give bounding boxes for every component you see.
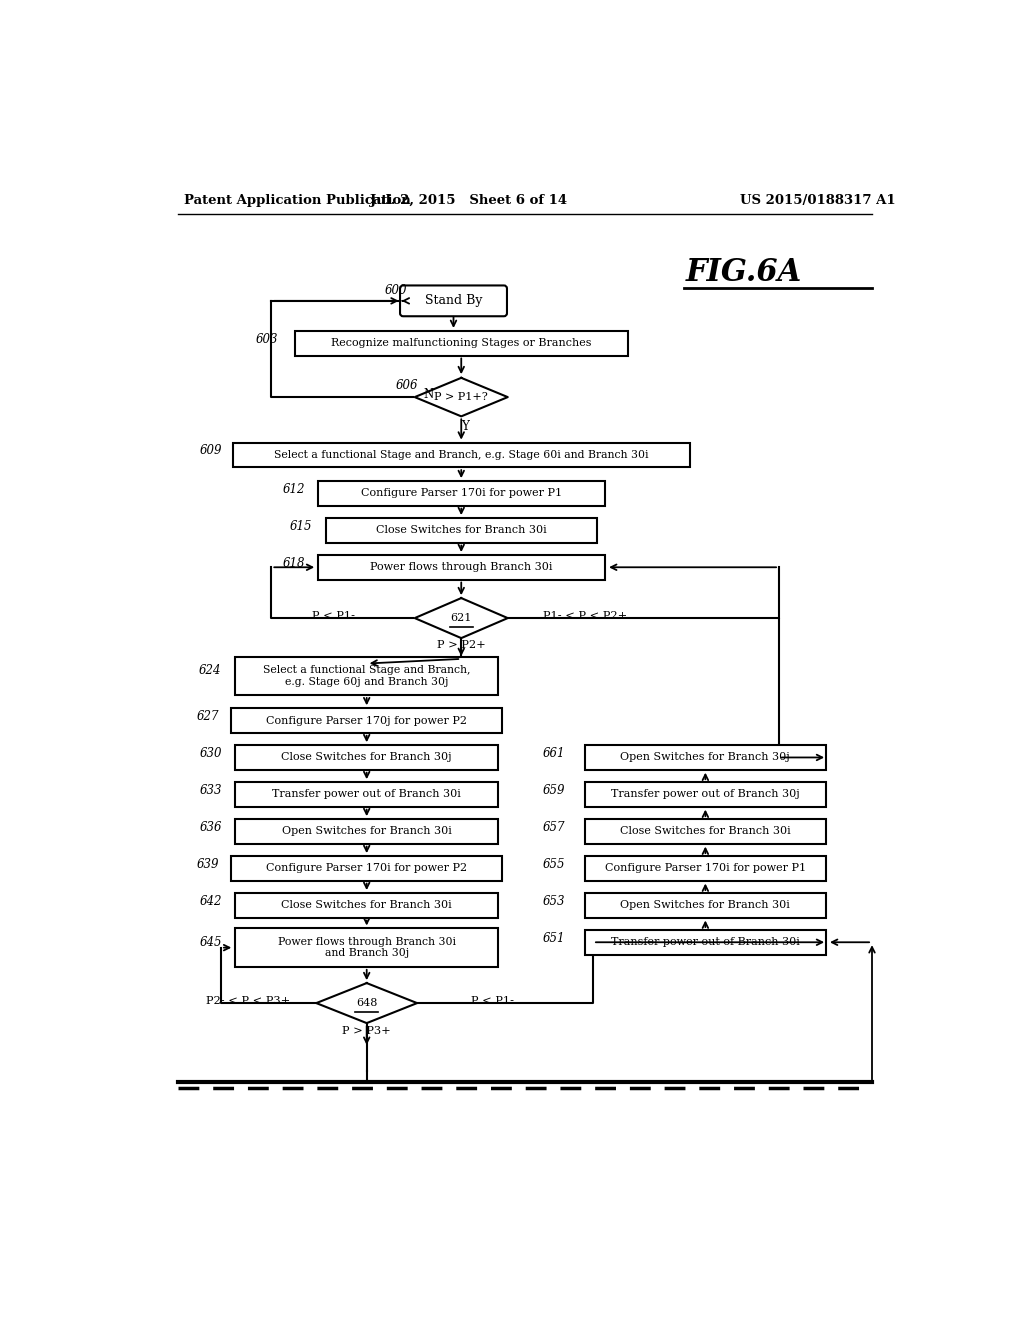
Text: 612: 612 <box>283 483 305 496</box>
Text: 645: 645 <box>200 936 222 949</box>
Text: 636: 636 <box>200 821 222 834</box>
FancyBboxPatch shape <box>400 285 507 317</box>
Text: Select a functional Stage and Branch, e.g. Stage 60i and Branch 30i: Select a functional Stage and Branch, e.… <box>274 450 648 459</box>
Text: 642: 642 <box>200 895 222 908</box>
Text: US 2015/0188317 A1: US 2015/0188317 A1 <box>740 194 896 207</box>
FancyBboxPatch shape <box>317 480 604 506</box>
Text: Recognize malfunctioning Stages or Branches: Recognize malfunctioning Stages or Branc… <box>331 338 592 348</box>
FancyBboxPatch shape <box>317 554 604 579</box>
FancyBboxPatch shape <box>234 892 499 917</box>
Text: Configure Parser 170i for power P2: Configure Parser 170i for power P2 <box>266 863 467 874</box>
Text: P1- < P < P2+: P1- < P < P2+ <box>543 611 628 620</box>
Text: FIG.6A: FIG.6A <box>686 257 802 288</box>
Text: 618: 618 <box>283 557 305 570</box>
Text: Jul. 2, 2015   Sheet 6 of 14: Jul. 2, 2015 Sheet 6 of 14 <box>371 194 567 207</box>
FancyBboxPatch shape <box>231 708 503 733</box>
FancyBboxPatch shape <box>231 855 503 880</box>
Text: N: N <box>424 388 434 401</box>
Text: 655: 655 <box>543 858 565 871</box>
FancyBboxPatch shape <box>586 892 825 917</box>
Text: 621: 621 <box>451 612 472 623</box>
Text: P < P1-: P < P1- <box>471 995 514 1006</box>
Text: P > P3+: P > P3+ <box>342 1026 391 1036</box>
Text: Close Switches for Branch 30i: Close Switches for Branch 30i <box>376 525 547 536</box>
Text: Transfer power out of Branch 30j: Transfer power out of Branch 30j <box>611 789 800 800</box>
Text: Close Switches for Branch 30i: Close Switches for Branch 30i <box>282 900 452 911</box>
Text: 651: 651 <box>543 932 565 945</box>
Polygon shape <box>415 598 508 638</box>
Text: Power flows through Branch 30i: Power flows through Branch 30i <box>370 562 553 573</box>
FancyBboxPatch shape <box>234 656 499 696</box>
FancyBboxPatch shape <box>234 928 499 966</box>
Text: Open Switches for Branch 30i: Open Switches for Branch 30i <box>621 900 791 911</box>
FancyBboxPatch shape <box>232 442 690 467</box>
FancyBboxPatch shape <box>586 929 825 954</box>
FancyBboxPatch shape <box>586 744 825 770</box>
FancyBboxPatch shape <box>234 744 499 770</box>
FancyBboxPatch shape <box>234 818 499 843</box>
Text: Configure Parser 170j for power P2: Configure Parser 170j for power P2 <box>266 715 467 726</box>
Text: Select a functional Stage and Branch,
e.g. Stage 60j and Branch 30j: Select a functional Stage and Branch, e.… <box>263 665 470 686</box>
Text: P < P1-: P < P1- <box>312 611 355 620</box>
Text: Power flows through Branch 30i
and Branch 30j: Power flows through Branch 30i and Branc… <box>278 937 456 958</box>
Text: Configure Parser 170i for power P1: Configure Parser 170i for power P1 <box>360 488 562 499</box>
Text: Configure Parser 170i for power P1: Configure Parser 170i for power P1 <box>605 863 806 874</box>
Text: 653: 653 <box>543 895 565 908</box>
Text: 648: 648 <box>356 998 378 1008</box>
Text: 627: 627 <box>197 710 219 723</box>
Text: 609: 609 <box>200 445 222 458</box>
Text: Open Switches for Branch 30j: Open Switches for Branch 30j <box>621 752 791 763</box>
Text: Close Switches for Branch 30j: Close Switches for Branch 30j <box>282 752 452 763</box>
Polygon shape <box>415 378 508 416</box>
Text: Transfer power out of Branch 30i: Transfer power out of Branch 30i <box>611 937 800 948</box>
Text: P > P2+: P > P2+ <box>437 640 485 649</box>
FancyBboxPatch shape <box>586 781 825 807</box>
Polygon shape <box>316 983 417 1023</box>
Text: 657: 657 <box>543 821 565 834</box>
Text: 633: 633 <box>200 784 222 797</box>
Text: 630: 630 <box>200 747 222 760</box>
Text: 606: 606 <box>396 379 419 392</box>
Text: 600: 600 <box>384 284 407 297</box>
FancyBboxPatch shape <box>326 517 597 543</box>
Text: Close Switches for Branch 30i: Close Switches for Branch 30i <box>620 826 791 837</box>
Text: 603: 603 <box>256 333 279 346</box>
Text: P > P1+?: P > P1+? <box>434 392 488 403</box>
FancyBboxPatch shape <box>586 855 825 880</box>
Text: 661: 661 <box>543 747 565 760</box>
Text: 615: 615 <box>290 520 312 533</box>
Text: Transfer power out of Branch 30i: Transfer power out of Branch 30i <box>272 789 461 800</box>
Text: P2- < P < P3+: P2- < P < P3+ <box>206 995 290 1006</box>
Text: 659: 659 <box>543 784 565 797</box>
Text: Stand By: Stand By <box>425 294 482 308</box>
Text: 624: 624 <box>199 664 221 677</box>
FancyBboxPatch shape <box>586 818 825 843</box>
Text: Y: Y <box>461 420 469 433</box>
Text: Open Switches for Branch 30i: Open Switches for Branch 30i <box>282 826 452 837</box>
Text: Patent Application Publication: Patent Application Publication <box>183 194 411 207</box>
FancyBboxPatch shape <box>295 331 628 355</box>
Text: 639: 639 <box>197 858 219 871</box>
FancyBboxPatch shape <box>234 781 499 807</box>
